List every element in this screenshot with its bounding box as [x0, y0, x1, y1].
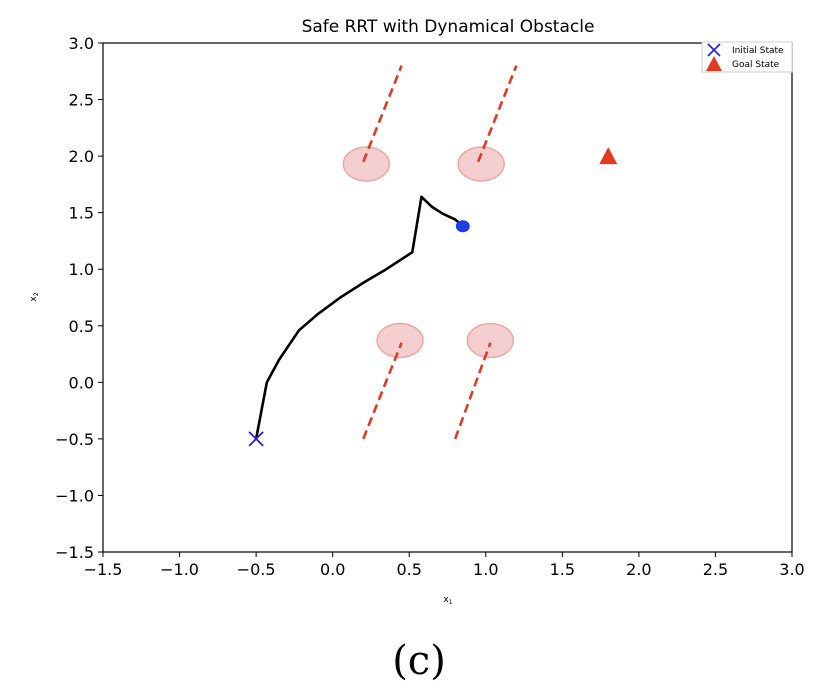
y-tick-label: 3.0: [69, 34, 94, 53]
y-tick-label: −1.0: [55, 486, 94, 505]
y-tick-label: 2.5: [69, 91, 94, 110]
plot-area: [102, 42, 793, 553]
legend: Initial State Goal State: [701, 41, 793, 73]
goal-state-marker: [599, 147, 618, 165]
x-tick-label: −1.5: [84, 560, 123, 579]
x-tick-label: 0.0: [320, 560, 345, 579]
x-tick-label: 2.0: [626, 560, 651, 579]
x-tick-label: 2.5: [703, 560, 728, 579]
x-tick-label: 1.0: [473, 560, 498, 579]
chart-title: Safe RRT with Dynamical Obstacle: [302, 17, 595, 37]
y-tick-label: 0.5: [69, 317, 94, 336]
y-tick-label: 1.0: [69, 260, 94, 279]
legend-label: Initial State: [732, 46, 784, 56]
trajectory-line: [254, 195, 464, 440]
y-axis-label: x2: [29, 292, 40, 301]
obstacle: [376, 322, 424, 359]
obstacle: [342, 146, 391, 182]
y-tick-label: 0.0: [69, 373, 94, 392]
obstacle-path: [362, 65, 403, 163]
state-markers: [248, 147, 618, 447]
y-tick-label: 2.0: [69, 147, 94, 166]
x-axis-label: x1: [443, 595, 452, 606]
obstacles: [342, 146, 515, 359]
x-tick-label: 3.0: [779, 560, 804, 579]
y-axis-ticks: −1.5 −1.0 −0.5 0.0 0.5 1.0 1.5 2.0 2.5 3.0: [55, 34, 103, 562]
axes-frame: [102, 42, 793, 553]
obstacle-path: [362, 342, 403, 440]
x-tick-label: 1.5: [550, 560, 575, 579]
x-tick-label: 0.5: [396, 560, 421, 579]
obstacle-path: [453, 342, 492, 440]
y-tick-label: 1.5: [69, 204, 94, 223]
x-tick-label: −1.0: [160, 560, 199, 579]
x-tick-label: −0.5: [237, 560, 276, 579]
obstacle-paths: [362, 65, 518, 440]
initial-state-marker: [248, 431, 264, 447]
axes-background: [103, 43, 792, 552]
current-position-marker: [455, 220, 470, 233]
x-axis-ticks: −1.5 −1.0 −0.5 0.0 0.5 1.0 1.5 2.0 2.5 3.0: [84, 552, 805, 579]
obstacle: [457, 146, 505, 182]
legend-goal-state-icon: [706, 56, 722, 71]
y-tick-label: −1.5: [55, 543, 94, 562]
obstacle: [466, 322, 515, 359]
legend-label: Goal State: [732, 60, 780, 70]
obstacle-path: [476, 65, 518, 163]
legend-initial-state-icon: [707, 43, 721, 57]
y-tick-label: −0.5: [55, 430, 94, 449]
trajectory-layer: [254, 195, 464, 440]
figure-caption: (c): [392, 638, 446, 684]
